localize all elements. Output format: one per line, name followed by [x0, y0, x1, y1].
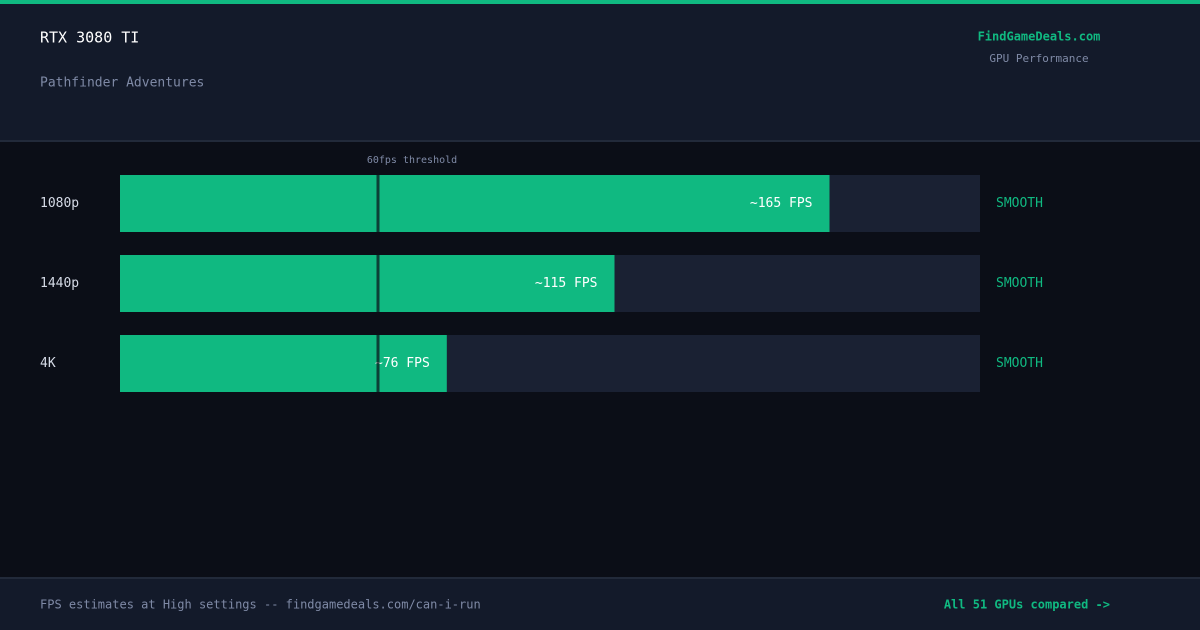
status-label: SMOOTH [996, 196, 1043, 211]
chart: 1080p ~165 FPS SMOOTH 1440p ~115 FPS SMOOTH 4K… [40, 155, 1043, 392]
footer-bg [0, 577, 1200, 630]
footer-link[interactable]: All 51 GPUs compared -> [944, 598, 1110, 612]
footer-note: FPS estimates at High settings -- findga… [40, 598, 481, 612]
brand-subtitle: GPU Performance [989, 52, 1088, 65]
bar [120, 335, 447, 392]
top-accent [0, 0, 1200, 4]
bar [120, 175, 830, 232]
threshold-label: 60fps threshold [367, 155, 457, 166]
value-label: ~76 FPS [375, 356, 430, 371]
header-bg [0, 0, 1200, 141]
value-label: ~115 FPS [535, 276, 598, 291]
header-border [0, 140, 1200, 142]
category-label: 1440p [40, 276, 79, 291]
subtitle: Pathfinder Adventures [40, 76, 204, 91]
title: RTX 3080 TI [40, 29, 139, 47]
value-label: ~165 FPS [750, 196, 813, 211]
status-label: SMOOTH [996, 276, 1043, 291]
status-label: SMOOTH [996, 356, 1043, 371]
category-label: 4K [40, 356, 56, 371]
footer-border [0, 577, 1200, 579]
bar [120, 255, 615, 312]
category-label: 1080p [40, 196, 79, 211]
brand: FindGameDeals.com [978, 30, 1101, 44]
